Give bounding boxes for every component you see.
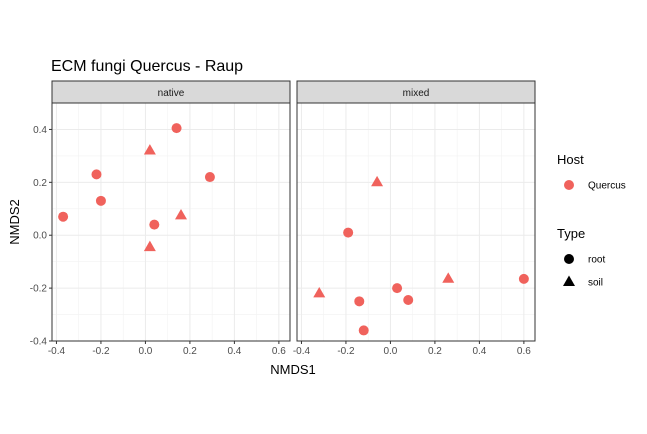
x-tick-label: 0.0 bbox=[383, 346, 397, 357]
data-point-soil bbox=[175, 208, 188, 220]
data-point-soil bbox=[442, 272, 455, 283]
data-point-root bbox=[95, 195, 106, 206]
data-point-root bbox=[343, 227, 354, 238]
x-tick-label: 0.6 bbox=[272, 346, 286, 357]
legend-label: root bbox=[588, 255, 605, 266]
x-tick-label: 0.0 bbox=[138, 346, 152, 357]
legend-label: Quercus bbox=[588, 181, 626, 192]
y-tick-label: 0.2 bbox=[33, 178, 47, 189]
facet-strip-label: native bbox=[158, 88, 185, 99]
data-point-root bbox=[403, 295, 414, 306]
data-point-root bbox=[171, 123, 182, 134]
panel-border bbox=[296, 102, 536, 342]
data-point-root bbox=[58, 211, 69, 222]
legend-key-circle bbox=[564, 254, 574, 264]
x-tick-label: 0.6 bbox=[517, 346, 531, 357]
x-axis-title: NMDS1 bbox=[270, 362, 316, 377]
facet-panel-native: native -0.4 -0.2 0.0 0.2 0.4 0.6 -0.4 -0.2 0.0 0.2… bbox=[30, 80, 291, 357]
data-point-root bbox=[354, 296, 365, 307]
legend-key-triangle bbox=[563, 275, 575, 286]
legend-key-circle bbox=[564, 180, 574, 190]
panel-border bbox=[51, 102, 291, 342]
y-tick-label: 0.4 bbox=[33, 125, 47, 136]
x-tick-label: 0.4 bbox=[227, 346, 241, 357]
x-tick-label: -0.2 bbox=[337, 346, 355, 357]
panel-background bbox=[297, 103, 535, 341]
legend-group-host: Host Quercus bbox=[557, 152, 626, 192]
data-point-soil bbox=[371, 175, 384, 187]
x-tick-label: -0.2 bbox=[92, 346, 110, 357]
y-axis-title: NMDS2 bbox=[7, 199, 22, 245]
data-point-soil bbox=[143, 144, 156, 155]
facet-strip-label: mixed bbox=[403, 88, 430, 99]
x-tick-label: -0.4 bbox=[293, 346, 311, 357]
data-point-soil bbox=[313, 286, 326, 298]
data-point-root bbox=[358, 325, 369, 336]
legend: Host Quercus Type root soil bbox=[557, 152, 626, 289]
data-point-root bbox=[149, 219, 160, 230]
legend-label: soil bbox=[588, 278, 603, 289]
facet-panel-mixed: mixed -0.4 -0.2 0.0 0.2 0.4 0.6 bbox=[293, 80, 536, 357]
y-tick-label: -0.4 bbox=[30, 337, 48, 348]
chart-title: ECM fungi Quercus - Raup bbox=[51, 58, 243, 75]
data-point-root bbox=[91, 169, 102, 180]
x-tick-label: 0.2 bbox=[183, 346, 197, 357]
panel-background bbox=[52, 103, 290, 341]
facet-panels: native -0.4 -0.2 0.0 0.2 0.4 0.6 -0.4 -0.2 0.0 0.2… bbox=[30, 80, 536, 357]
legend-title: Host bbox=[557, 152, 584, 167]
y-tick-label: -0.2 bbox=[30, 284, 48, 295]
legend-title: Type bbox=[557, 226, 585, 241]
x-tick-label: 0.4 bbox=[472, 346, 486, 357]
x-tick-label: 0.2 bbox=[428, 346, 442, 357]
data-point-soil bbox=[143, 240, 156, 252]
legend-group-type: Type root soil bbox=[557, 226, 605, 289]
y-tick-label: 0.0 bbox=[33, 231, 47, 242]
data-point-root bbox=[392, 283, 403, 294]
data-point-root bbox=[204, 172, 215, 183]
data-point-root bbox=[518, 273, 529, 284]
x-tick-label: -0.4 bbox=[48, 346, 66, 357]
